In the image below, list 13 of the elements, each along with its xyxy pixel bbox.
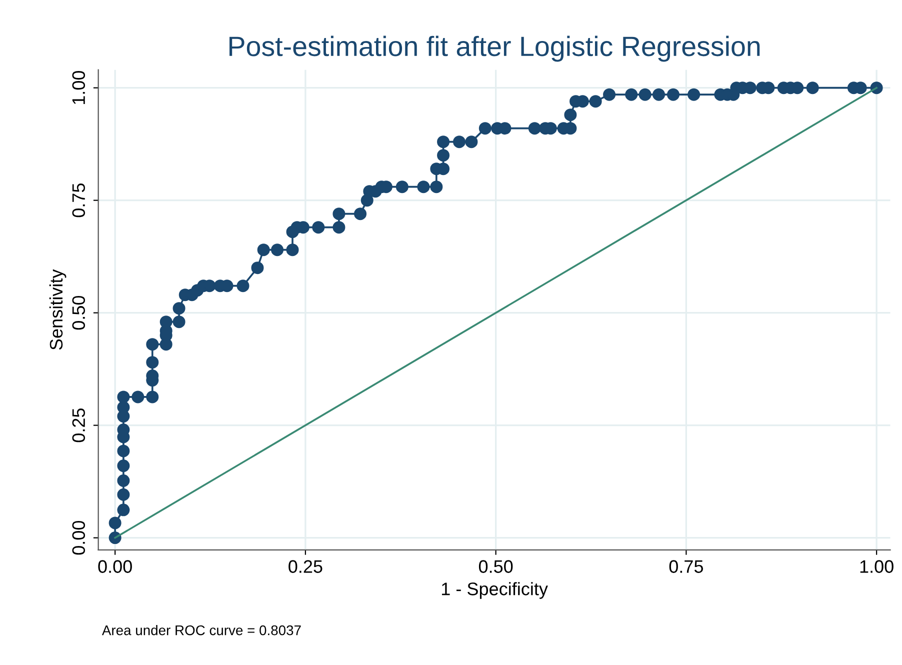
y-tick-label: 1.00	[72, 70, 86, 104]
y-tick-label: 0.25	[72, 408, 86, 442]
y-axis-title: Sensitivity	[49, 269, 66, 350]
x-tick-label: 0.25	[288, 560, 322, 573]
x-tick-label: 1.00	[860, 560, 894, 573]
x-axis-title: 1 - Specificity	[442, 582, 548, 599]
y-tick-label: 0.50	[72, 296, 86, 330]
chart-title: Post-estimation fit after Logistic Regression	[230, 36, 760, 62]
y-tick-label: 0.75	[72, 184, 86, 218]
x-tick-label: 0.00	[98, 560, 132, 573]
text: Area under ROC curve = 0.8037	[102, 625, 301, 636]
x-tick-label: 0.50	[478, 560, 513, 573]
x-tick-label: 0.75	[669, 560, 704, 573]
